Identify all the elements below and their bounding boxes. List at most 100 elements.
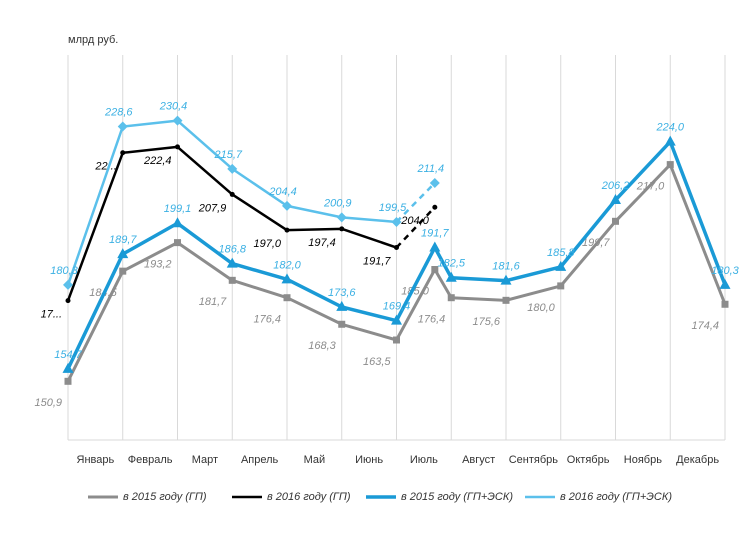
point: [336, 300, 348, 311]
point: [63, 279, 73, 290]
data-label: 163,5: [363, 356, 391, 368]
data-label: 206,2: [601, 180, 630, 192]
point: [719, 278, 731, 289]
point: [226, 257, 238, 268]
legend-label: в 2016 году (ГП): [267, 491, 351, 503]
data-label: 176,4: [253, 314, 281, 326]
data-label: 199,7: [582, 237, 610, 249]
data-label: 222,4: [143, 155, 172, 167]
x-tick-label: Декабрь: [676, 454, 719, 466]
x-tick-label: Октябрь: [567, 454, 610, 466]
point: [664, 135, 676, 146]
point: [229, 191, 235, 197]
point: [172, 115, 183, 126]
point: [666, 161, 674, 169]
point: [120, 150, 126, 156]
legend-label: в 2015 году (ГП+ЭСК): [401, 491, 513, 503]
data-label: 180,3: [50, 265, 78, 277]
data-label: 207,9: [198, 202, 227, 214]
data-label: 185,8: [547, 247, 575, 259]
point: [394, 245, 399, 251]
point: [721, 300, 729, 308]
data-label: 154,7: [54, 349, 82, 361]
data-label: 186,8: [218, 244, 246, 256]
x-tick-label: Ноябрь: [624, 454, 662, 466]
data-label: 182,5: [437, 258, 465, 270]
data-label: 230,4: [159, 101, 188, 113]
data-label: 193,2: [144, 259, 172, 271]
data-label: 217,0: [636, 180, 665, 192]
series-line-dashed: [395, 182, 436, 223]
data-label: 17...: [41, 309, 62, 321]
point: [284, 227, 290, 233]
point: [283, 294, 291, 302]
data-label: 175,6: [472, 316, 500, 328]
point: [338, 320, 346, 328]
series-line: [66, 139, 727, 370]
point: [228, 276, 236, 284]
data-label: 215,7: [213, 149, 242, 161]
point: [65, 298, 71, 304]
point: [429, 241, 441, 252]
data-label: 169,4: [383, 301, 411, 313]
point: [175, 144, 180, 150]
point: [117, 121, 128, 132]
legend-label: в 2016 году (ГП+ЭСК): [560, 491, 672, 503]
data-label: 181,6: [492, 261, 520, 273]
point: [282, 200, 292, 211]
legend-label: в 2015 году (ГП): [123, 491, 207, 503]
point: [391, 314, 402, 325]
point: [117, 248, 129, 259]
x-tick-label: Апрель: [241, 454, 279, 466]
point: [447, 294, 455, 302]
data-label: 182,0: [273, 259, 301, 271]
x-tick-label: Январь: [77, 454, 115, 466]
point: [612, 217, 619, 225]
legend-item: в 2016 году (ГП): [232, 491, 351, 503]
point: [500, 274, 512, 285]
point: [431, 266, 439, 274]
x-tick-label: Май: [304, 454, 326, 466]
data-label: 173,6: [328, 287, 356, 299]
point: [393, 336, 400, 344]
data-label: 204,4: [268, 186, 297, 198]
x-tick-label: Июль: [410, 454, 438, 466]
data-label: 181,7: [199, 296, 227, 308]
point: [432, 204, 438, 210]
point: [557, 282, 565, 290]
data-label: 189,7: [109, 234, 137, 246]
data-label: 200,9: [323, 197, 352, 209]
x-tick-label: Июнь: [355, 454, 383, 466]
point: [62, 362, 74, 373]
point: [174, 239, 181, 247]
data-label: 204,0: [400, 215, 429, 227]
point: [172, 217, 183, 228]
data-label: 228,6: [104, 106, 133, 118]
x-tick-label: Март: [192, 454, 218, 466]
data-label: 150,9: [34, 397, 62, 409]
x-tick-label: Август: [462, 454, 495, 466]
point: [119, 267, 127, 275]
data-label: 197,4: [308, 237, 336, 249]
series-line-dashed: [395, 206, 436, 249]
point: [610, 194, 621, 204]
data-label: 199,1: [164, 203, 192, 215]
data-label: 191,7: [363, 255, 391, 267]
x-tick-label: Сентябрь: [509, 454, 559, 466]
legend-item: в 2015 году (ГП+ЭСК): [366, 491, 513, 503]
data-label: 224,0: [655, 122, 684, 134]
point: [336, 212, 347, 223]
point: [445, 271, 457, 282]
data-label: 180,3: [711, 265, 739, 277]
point: [227, 163, 238, 174]
data-label: 174,4: [691, 320, 719, 332]
data-label: 199,5: [379, 202, 407, 214]
data-label: 176,4: [418, 314, 446, 326]
data-label: 22...: [94, 161, 116, 173]
point: [64, 377, 72, 385]
data-label: 211,4: [416, 163, 444, 175]
legend-item: в 2015 году (ГП): [88, 491, 207, 503]
data-label: 168,3: [308, 340, 336, 352]
